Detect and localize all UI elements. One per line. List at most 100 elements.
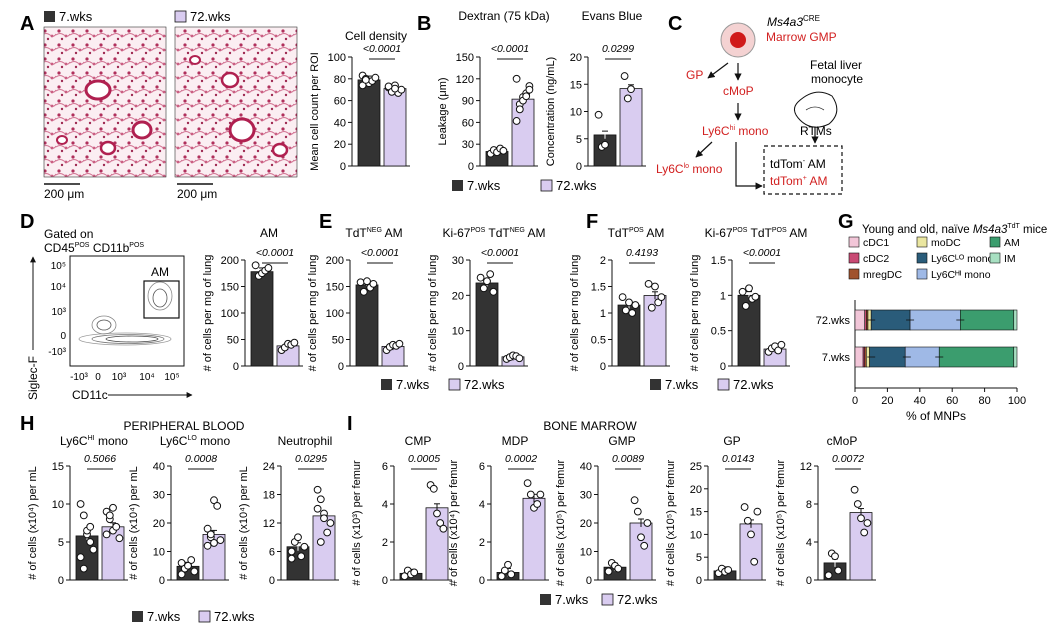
data-point	[751, 292, 760, 301]
y-tick-label: 30	[153, 490, 165, 502]
y-tick-label: 12	[800, 461, 812, 473]
data-point	[526, 490, 535, 499]
data-point	[512, 117, 521, 125]
y-axis-label: # of cells (x10⁵) per femur	[775, 460, 787, 587]
data-point	[512, 74, 521, 83]
chart-title-part: Neutrophil	[278, 434, 333, 448]
data-point	[499, 146, 508, 155]
peripheral-blood-header: PERIPHERAL BLOOD	[124, 419, 245, 433]
chart-title-part: mono	[197, 434, 231, 448]
data-point	[523, 479, 532, 488]
flow-xtick: 0	[95, 372, 101, 383]
flow-xtick: 10⁴	[139, 372, 154, 383]
cmop-label: cMoP	[723, 84, 754, 98]
data-point	[213, 502, 222, 510]
data-point	[313, 485, 322, 494]
data-point	[824, 571, 833, 580]
bar-chart-f1: 0 0.5 1 1.5 2 # of cells per mg of lung 0.4193…	[569, 226, 670, 373]
flow-ytick: 0	[60, 331, 66, 342]
data-point	[391, 84, 399, 93]
chart-title: Evans Blue	[582, 9, 643, 23]
y-tick-label: 5	[576, 134, 582, 146]
flow-xtick: 10³	[112, 372, 127, 383]
panel-letter-h: H	[20, 413, 34, 435]
chart-title-part: Ki-67	[442, 226, 470, 240]
bar-chart-i1: 0 2 4 6 # of cells (x10³) per femur 0.0005 CMP	[351, 434, 452, 587]
flow-x-label: CD11c	[72, 388, 108, 402]
y-tick-label: 60	[334, 96, 346, 108]
p-value-label: <0.0001	[481, 247, 519, 259]
y-tick-label: 2	[479, 537, 485, 549]
y-tick-label: 20	[153, 518, 165, 530]
y-tick-label: 20	[690, 484, 702, 496]
p-value-label: 0.4193	[626, 247, 658, 259]
data-point	[300, 542, 309, 551]
y-tick-label: 10	[690, 529, 702, 541]
y-tick-label: 40	[153, 461, 165, 473]
legend-label: Ly6Cᴸᴼ mono	[931, 253, 994, 265]
data-point	[177, 570, 186, 579]
data-point	[738, 287, 747, 296]
data-point	[750, 557, 759, 566]
legend-label-old: 72.wks	[617, 592, 658, 607]
data-point	[522, 92, 531, 101]
y-tick-label: 100	[221, 308, 239, 320]
p-value-label: 0.5066	[84, 453, 116, 465]
y-tick-label: 24	[263, 461, 275, 473]
y-tick-label: 0	[468, 161, 474, 173]
data-point	[210, 539, 218, 547]
chart-title-part: AM	[260, 226, 278, 240]
y-tick-label: 15	[570, 79, 582, 91]
marrow-gmp-label: Marrow GMP	[766, 30, 837, 44]
y-tick-label: 10	[570, 107, 582, 119]
data-point	[89, 545, 98, 554]
data-point	[633, 507, 642, 516]
tdtom-pos-label: tdTom+ AM	[770, 174, 827, 188]
bar-chart-h2: 0 10 20 30 40 # of cells (x10⁴) per mL 0.0008 L…	[128, 434, 230, 587]
flow-plot-frame	[69, 255, 185, 367]
chart-title-part: POS	[733, 227, 748, 234]
y-axis-label: # of cells per mg of lung	[427, 255, 439, 372]
chart-title-part: CMP	[405, 434, 432, 448]
data-point	[507, 570, 516, 579]
chart-title-part: cMoP	[827, 434, 858, 448]
bar-chart-i3: 0 10 20 30 40 # of cells (x10⁵) per femur 0.00…	[555, 434, 656, 587]
legend-label-old: 72.wks	[190, 9, 231, 24]
chart-title-part: Ki-67	[705, 226, 733, 240]
data-point	[483, 277, 491, 286]
panel-letter-a: A	[20, 13, 34, 35]
data-point	[745, 284, 753, 293]
data-point	[359, 287, 368, 296]
y-tick-label: 5	[58, 537, 64, 549]
data-point	[637, 533, 645, 542]
legend-swatch-old	[198, 610, 211, 623]
y-tick-label: 10	[153, 547, 165, 559]
y-tick-label: 4	[382, 499, 388, 511]
data-point	[316, 538, 325, 546]
y-tick-label: 10	[52, 499, 64, 511]
bar-old	[629, 522, 653, 581]
data-point	[627, 85, 635, 94]
chart-title-part: GMP	[608, 434, 635, 448]
data-point	[863, 519, 872, 527]
panel-g-title: Young and old, naïve Ms4a3TdT mice	[862, 223, 1047, 236]
data-point	[187, 556, 196, 564]
data-point	[774, 346, 783, 355]
category-label: 72.wks	[816, 315, 851, 327]
y-tick-label: 2	[600, 255, 606, 267]
chart-title-part: POS	[470, 227, 485, 234]
legend-label: cDC2	[863, 253, 889, 265]
y-tick-label: 0	[720, 361, 726, 373]
panel-g-legend: cDC1 moDC AM cDC2 Ly6Cᴸᴼ mono IM mregDC Ly6Cᴴᴵ …	[848, 236, 1020, 281]
bar-chart-i4: 0 5 10 15 20 25 # of cells (x10⁵) per femur 0.0…	[665, 434, 766, 587]
y-tick-label: 150	[221, 282, 239, 294]
legend-swatch	[916, 252, 928, 264]
data-point	[323, 528, 332, 537]
legend-swatch-old	[448, 378, 461, 391]
y-tick-label: 30	[580, 490, 592, 502]
data-point	[439, 524, 448, 533]
data-point	[643, 519, 652, 527]
p-value-label: <0.0001	[743, 247, 781, 259]
data-point	[436, 519, 445, 527]
y-tick-label: 2	[382, 537, 388, 549]
